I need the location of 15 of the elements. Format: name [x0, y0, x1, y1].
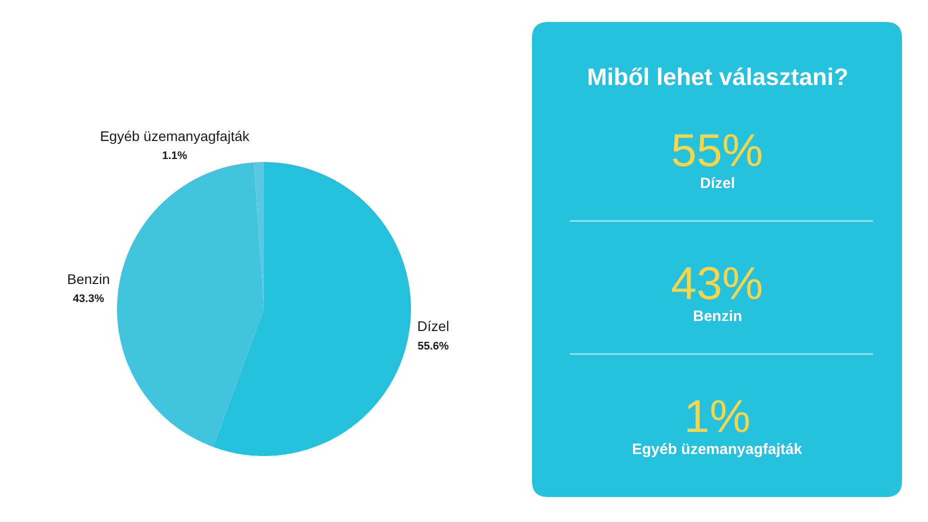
data-label: 55.6% — [418, 340, 450, 352]
text: 55% — [671, 124, 764, 176]
data-label: 1.1% — [162, 150, 188, 162]
pie-slice — [213, 162, 411, 456]
text: Egyéb üzemanyagfajták — [632, 441, 803, 458]
slice-label: Dízel — [417, 318, 450, 334]
slice-label: Egyéb üzemanyagfajták — [100, 128, 250, 144]
text: Dízel — [700, 175, 736, 192]
text: 1% — [684, 390, 750, 442]
slice-label: Benzin — [67, 270, 110, 287]
pie-slice — [117, 162, 264, 447]
text: Miből lehet választani? — [587, 64, 848, 91]
text: 43% — [671, 257, 764, 309]
data-label: 43.3% — [72, 293, 104, 306]
text: Benzin — [693, 308, 742, 325]
